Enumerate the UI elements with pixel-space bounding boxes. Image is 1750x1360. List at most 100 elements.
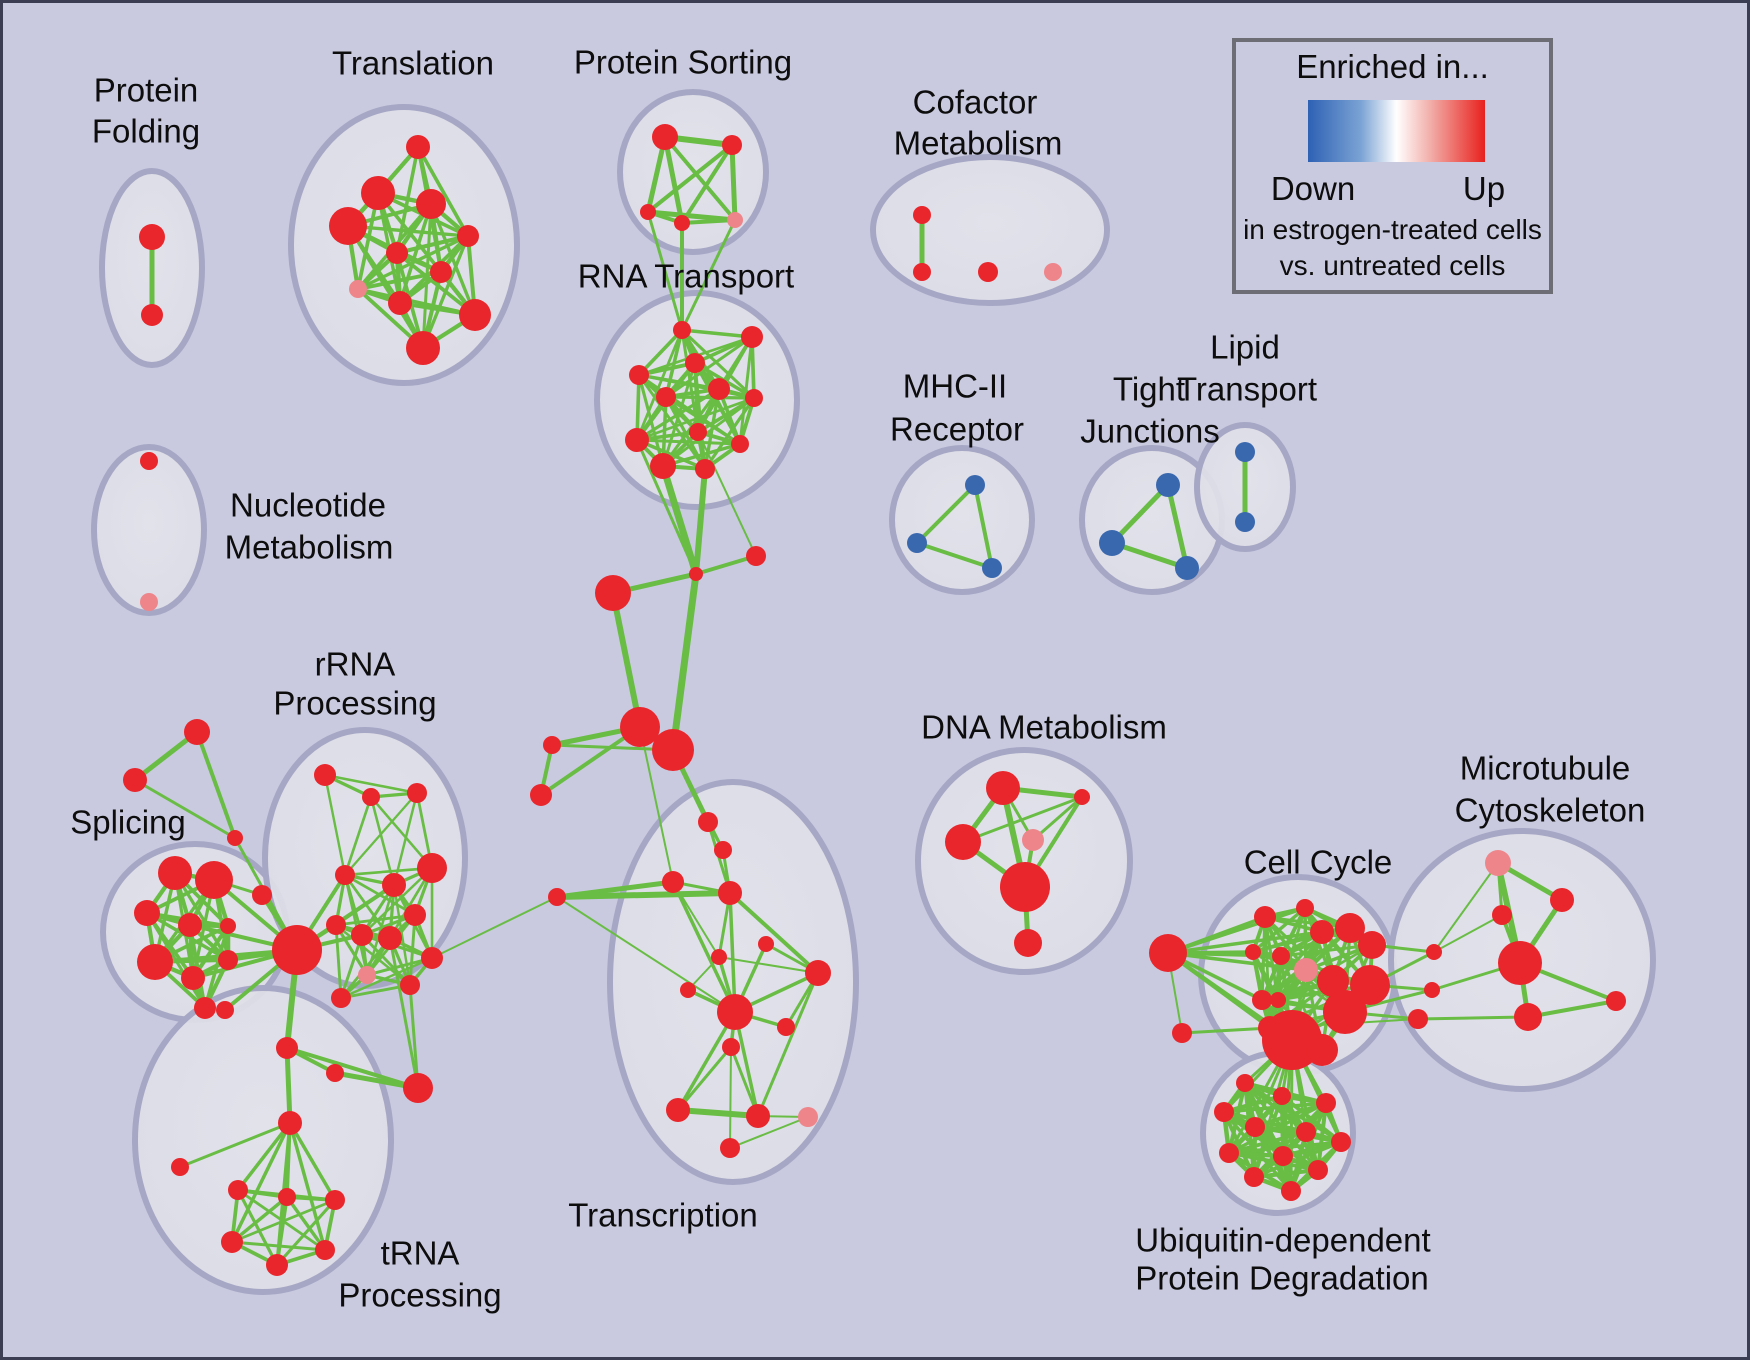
node-135[interactable] [1514,1003,1542,1031]
node-100[interactable] [717,994,753,1030]
node-127[interactable] [1358,931,1386,959]
node-6[interactable] [457,225,479,247]
node-137[interactable] [1426,944,1442,960]
node-19[interactable] [741,326,763,348]
node-121[interactable] [1317,965,1349,997]
node-115[interactable] [1296,899,1314,917]
node-90[interactable] [266,1254,288,1276]
node-133[interactable] [1492,905,1512,925]
node-5[interactable] [329,207,367,245]
node-34[interactable] [652,729,694,771]
node-53[interactable] [227,830,243,846]
node-126[interactable] [1350,965,1390,1005]
node-141[interactable] [1273,1087,1291,1105]
node-38[interactable] [913,263,931,281]
node-104[interactable] [746,1104,770,1128]
node-112[interactable] [1014,929,1042,957]
node-114[interactable] [1254,906,1276,928]
node-36[interactable] [530,784,552,806]
node-149[interactable] [1244,1167,1264,1187]
node-7[interactable] [386,242,408,264]
node-47[interactable] [1235,442,1255,462]
node-65[interactable] [362,788,380,806]
node-32[interactable] [595,575,631,611]
node-80[interactable] [326,1064,344,1082]
node-16[interactable] [674,215,690,231]
node-57[interactable] [178,913,202,937]
node-11[interactable] [459,299,491,331]
node-28[interactable] [650,453,676,479]
node-58[interactable] [220,918,236,934]
node-73[interactable] [378,926,402,950]
node-25[interactable] [625,428,649,452]
node-120[interactable] [1294,958,1318,982]
node-49[interactable] [140,452,158,470]
node-82[interactable] [216,1001,234,1019]
node-86[interactable] [278,1188,296,1206]
node-17[interactable] [727,212,743,228]
node-116[interactable] [1310,920,1334,944]
node-131[interactable] [1485,850,1511,876]
node-41[interactable] [965,475,985,495]
node-143[interactable] [1316,1093,1336,1113]
node-1[interactable] [141,304,163,326]
node-31[interactable] [746,546,766,566]
node-92[interactable] [698,812,718,832]
node-48[interactable] [1235,512,1255,532]
node-24[interactable] [745,389,763,407]
node-138[interactable] [1424,982,1440,998]
node-130[interactable] [1306,1034,1338,1066]
node-10[interactable] [388,291,412,315]
node-118[interactable] [1245,944,1261,960]
node-98[interactable] [680,982,696,998]
node-35[interactable] [543,736,561,754]
node-27[interactable] [731,435,749,453]
node-23[interactable] [708,378,730,400]
node-84[interactable] [171,1158,189,1176]
node-18[interactable] [673,321,691,339]
node-95[interactable] [718,881,742,905]
node-40[interactable] [1044,263,1062,281]
node-29[interactable] [695,459,715,479]
node-20[interactable] [685,353,705,373]
node-42[interactable] [907,533,927,553]
node-110[interactable] [1022,829,1044,851]
node-117[interactable] [1335,913,1365,943]
node-12[interactable] [406,331,440,365]
node-106[interactable] [720,1138,740,1158]
node-61[interactable] [218,950,238,970]
node-146[interactable] [1219,1143,1239,1163]
node-13[interactable] [652,124,678,150]
node-77[interactable] [331,988,351,1008]
node-75[interactable] [421,947,443,969]
node-3[interactable] [361,176,395,210]
node-67[interactable] [335,865,355,885]
node-101[interactable] [777,1018,795,1036]
node-119[interactable] [1272,947,1290,965]
node-147[interactable] [1273,1146,1293,1166]
node-21[interactable] [629,365,649,385]
node-14[interactable] [722,135,742,155]
node-54[interactable] [158,856,192,890]
node-91[interactable] [548,888,566,906]
node-151[interactable] [1281,1181,1301,1201]
node-43[interactable] [982,558,1002,578]
node-139[interactable] [1408,1009,1428,1029]
node-8[interactable] [430,261,452,283]
node-74[interactable] [358,966,376,984]
node-128[interactable] [1172,1023,1192,1043]
node-52[interactable] [123,768,147,792]
node-2[interactable] [406,135,430,159]
node-107[interactable] [986,771,1020,805]
node-66[interactable] [407,783,427,803]
node-125[interactable] [1323,990,1367,1034]
node-37[interactable] [913,206,931,224]
node-26[interactable] [689,423,707,441]
node-111[interactable] [1000,862,1050,912]
node-132[interactable] [1550,888,1574,912]
node-136[interactable] [1606,991,1626,1011]
node-78[interactable] [252,885,272,905]
node-142[interactable] [1214,1102,1234,1122]
node-64[interactable] [314,764,336,786]
